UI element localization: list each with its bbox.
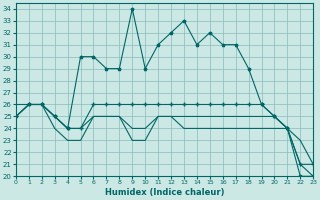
- X-axis label: Humidex (Indice chaleur): Humidex (Indice chaleur): [105, 188, 224, 197]
